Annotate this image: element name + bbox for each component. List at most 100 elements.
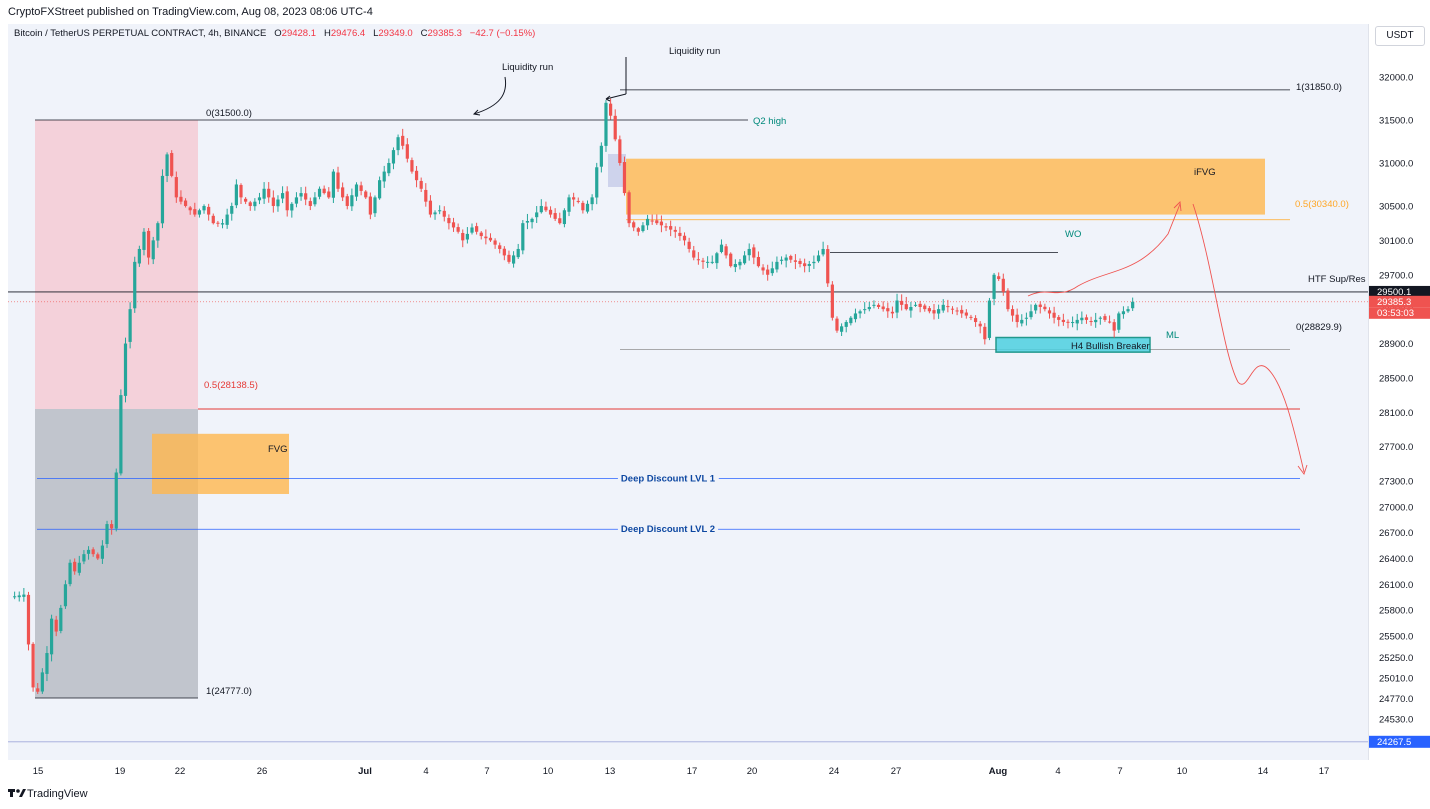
axis-floor-tag-bg <box>1369 735 1430 748</box>
candle-body <box>789 256 793 260</box>
candle-body <box>756 256 761 267</box>
candle-body <box>1131 301 1135 309</box>
candle-body <box>502 248 506 256</box>
candle-body <box>609 103 613 116</box>
candle-body <box>36 688 40 692</box>
candle-body <box>803 263 807 267</box>
candle-body <box>950 308 955 310</box>
price-tick-label: 28100.0 <box>1379 408 1413 419</box>
time-axis[interactable]: 15 19 22 26 Jul 4 7 10 13 17 20 24 27 Aug 4 7 10 14 17 <box>8 760 1368 780</box>
candle-body <box>387 162 391 174</box>
candle-body <box>1112 322 1116 331</box>
candle-body <box>766 269 770 275</box>
candle-body <box>54 619 58 632</box>
candle-body <box>373 197 377 214</box>
candle-body <box>599 145 603 167</box>
candle-body <box>96 554 100 559</box>
candle-body <box>525 221 530 223</box>
candle-body <box>442 210 446 217</box>
range-top-fib-label: 0(31500.0) <box>206 108 252 119</box>
candle-body <box>230 205 234 214</box>
candle-body <box>234 184 238 206</box>
price-tick-label: 29700.0 <box>1379 270 1413 281</box>
time-tick-label: 7 <box>1117 766 1122 777</box>
candle-body <box>396 137 400 151</box>
candle-body <box>484 236 488 239</box>
candle-body <box>345 196 349 206</box>
chart-plot-area[interactable]: Liquidity run Liquidity run 0(31500.0) Q2 h… <box>8 24 1368 760</box>
candle-body <box>576 200 580 202</box>
candle-body <box>622 162 627 194</box>
candle-body <box>183 200 188 206</box>
candle-body <box>137 248 141 264</box>
candle-body <box>100 545 104 559</box>
deep-discount-2-label: Deep Discount LVL 2 <box>621 524 715 535</box>
candle-body <box>826 249 830 284</box>
candle-body <box>595 167 599 198</box>
candle-body <box>341 187 345 198</box>
candle-body <box>1098 317 1102 319</box>
candle-body <box>904 304 908 310</box>
candle-body <box>733 264 737 268</box>
candle-body <box>835 318 839 331</box>
candle-body <box>1020 319 1024 324</box>
candle-body <box>1094 319 1098 323</box>
candle-body <box>562 210 566 225</box>
candle-body <box>123 343 128 396</box>
candle-body <box>585 203 590 212</box>
candle-body <box>876 304 881 307</box>
price-tick-label: 27000.0 <box>1379 502 1413 513</box>
price-tick-label: 25010.0 <box>1379 673 1413 684</box>
bullish-breaker-label: H4 Bullish Breaker <box>1071 341 1150 352</box>
chart-canvas[interactable]: Liquidity run Liquidity run 0(31500.0) Q2 h… <box>8 24 1368 760</box>
ifvg-zone <box>626 158 1265 215</box>
candle-body <box>244 198 248 202</box>
candle-body <box>262 188 266 199</box>
time-tick-label: 4 <box>423 766 428 777</box>
candle-body <box>391 150 396 164</box>
range-low-label: 1(24777.0) <box>206 686 252 697</box>
candle-body <box>165 154 169 176</box>
candle-body <box>696 259 700 261</box>
time-tick-label: 20 <box>747 766 758 777</box>
candle-body <box>31 643 35 688</box>
candle-body <box>706 261 710 263</box>
candle-body <box>678 232 682 237</box>
candle-body <box>299 193 303 197</box>
candle-body <box>1047 310 1052 314</box>
candle-body <box>548 209 553 215</box>
candle-body <box>1107 321 1112 323</box>
time-tick-label: Jul <box>358 766 372 777</box>
candle-body <box>465 233 469 240</box>
candle-body <box>964 312 968 316</box>
price-axis[interactable]: USDT 32400.032000.031500.031000.030500.0… <box>1368 24 1430 760</box>
candle-body <box>724 246 728 256</box>
candle-body <box>849 317 853 324</box>
candle-body <box>336 172 340 189</box>
current-price-tag: 29385.3 <box>1377 297 1411 308</box>
current-price-tag-bg <box>1369 295 1430 308</box>
candle-body <box>659 221 664 226</box>
candle-body <box>821 248 825 255</box>
candle-body <box>257 197 262 201</box>
candle-body <box>867 306 871 310</box>
time-tick-label: 17 <box>687 766 698 777</box>
candle-body <box>45 653 49 674</box>
candle-body <box>179 196 183 202</box>
candle-body <box>987 300 992 338</box>
currency-button[interactable]: USDT <box>1375 26 1425 46</box>
candle-body <box>479 232 483 237</box>
candle-body <box>447 218 451 224</box>
candle-body <box>68 562 72 585</box>
deep-discount-1-label: Deep Discount LVL 1 <box>621 474 716 485</box>
candle-body <box>650 220 654 222</box>
candle-body <box>22 594 26 597</box>
candle-body <box>119 395 123 474</box>
price-tick-label: 30100.0 <box>1379 236 1413 247</box>
candle-body <box>207 206 211 215</box>
candle-body <box>294 197 299 204</box>
publisher-text: CryptoFXStreet published on TradingView.… <box>8 6 373 18</box>
time-tick-label: 10 <box>543 766 554 777</box>
price-tick-label: 28900.0 <box>1379 339 1413 350</box>
candle-body <box>401 135 405 146</box>
